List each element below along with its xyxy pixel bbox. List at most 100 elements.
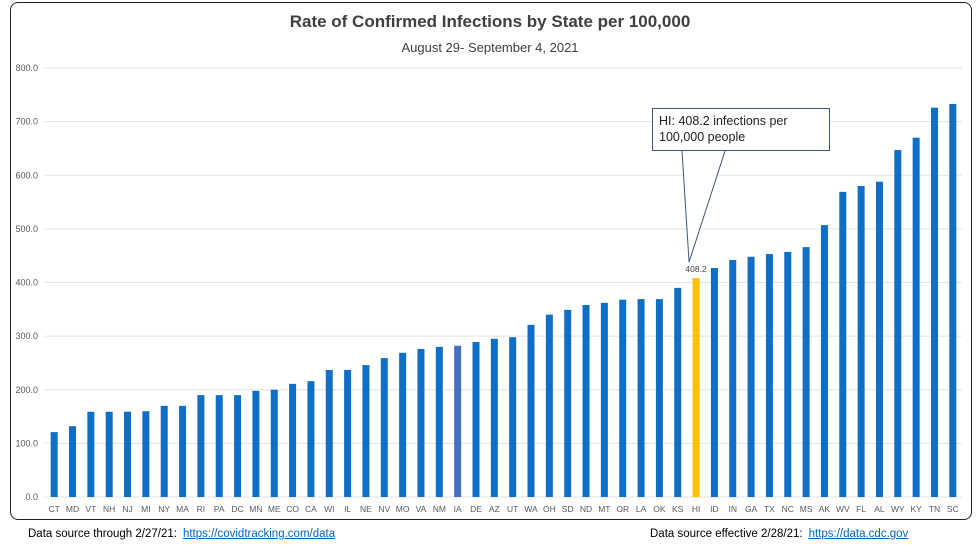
- bar-WY: [894, 150, 902, 497]
- bar-NC: [784, 251, 792, 497]
- bar-TN: [930, 107, 938, 498]
- bar-VT: [87, 411, 95, 497]
- bar-OK: [655, 299, 663, 497]
- x-tick-label: NJ: [122, 504, 132, 514]
- x-tick-label: IN: [729, 504, 738, 514]
- x-tick-label: WI: [324, 504, 334, 514]
- y-tick-label: 100.0: [15, 438, 38, 448]
- x-tick-label: SC: [947, 504, 959, 514]
- bar-MS: [802, 247, 810, 497]
- x-tick-label: WY: [891, 504, 905, 514]
- x-tick-label: NY: [158, 504, 170, 514]
- y-tick-label: 400.0: [15, 278, 38, 288]
- x-tick-label: MA: [176, 504, 189, 514]
- bar-LA: [637, 299, 645, 497]
- source-left: Data source through 2/27/21: https://covi…: [28, 528, 335, 540]
- bar-MO: [399, 352, 407, 497]
- bar-CA: [307, 381, 315, 497]
- chart-title: Rate of Confirmed Infections by State pe…: [289, 12, 691, 31]
- x-tick-label: CT: [48, 504, 59, 514]
- bar-IL: [344, 369, 352, 497]
- callout-pointer: [681, 150, 726, 263]
- bar-HI: [692, 278, 700, 497]
- x-tick-label: GA: [745, 504, 758, 514]
- x-tick-label: SD: [562, 504, 574, 514]
- data-label: 408.2: [685, 264, 707, 274]
- x-tick-label: OH: [543, 504, 556, 514]
- x-tick-label: MI: [141, 504, 150, 514]
- bar-IA: [454, 345, 462, 497]
- x-tick-label: ND: [580, 504, 592, 514]
- source-right-link[interactable]: https://data.cdc.gov: [808, 528, 909, 540]
- bar-WA: [527, 324, 535, 497]
- x-tick-label: KS: [672, 504, 684, 514]
- bar-AL: [875, 181, 883, 497]
- bar-NJ: [124, 411, 132, 497]
- x-tick-label: LA: [636, 504, 647, 514]
- x-tick-label: NH: [103, 504, 115, 514]
- y-tick-label: 800.0: [15, 63, 38, 73]
- bar-WV: [839, 191, 847, 497]
- x-tick-label: WA: [524, 504, 538, 514]
- x-tick-label: AZ: [489, 504, 500, 514]
- x-tick-label: UT: [507, 504, 518, 514]
- x-tick-label: WV: [836, 504, 850, 514]
- x-tick-label: DE: [470, 504, 482, 514]
- x-tick-label: VA: [416, 504, 427, 514]
- bar-CO: [289, 383, 297, 497]
- x-tick-label: OR: [616, 504, 629, 514]
- bar-MD: [69, 426, 77, 497]
- bar-IN: [729, 259, 737, 497]
- x-tick-label: MS: [800, 504, 813, 514]
- x-tick-label: NV: [378, 504, 390, 514]
- bar-OR: [619, 299, 627, 497]
- x-tick-label: NE: [360, 504, 372, 514]
- source-right-label: Data source effective 2/28/21:: [650, 528, 803, 540]
- x-tick-label: NM: [433, 504, 446, 514]
- x-tick-label: MT: [598, 504, 610, 514]
- bar-TX: [765, 254, 773, 497]
- bar-DC: [234, 395, 242, 497]
- bar-chart: 0.0 100.0 200.0 300.0 400.0 500.0 600.0 700.0 80…: [15, 63, 962, 514]
- bar-NE: [362, 365, 370, 497]
- y-tick-label: 500.0: [15, 224, 38, 234]
- bar-ME: [270, 389, 278, 497]
- x-tick-label: ME: [268, 504, 281, 514]
- y-tick-label: 200.0: [15, 385, 38, 395]
- bar-ID: [710, 268, 718, 497]
- bar-VA: [417, 348, 425, 497]
- bar-MN: [252, 390, 260, 497]
- source-left-link[interactable]: https://covidtracking.com/data: [182, 528, 336, 540]
- bar-MA: [179, 405, 187, 497]
- x-tick-label: IL: [344, 504, 351, 514]
- bar-SD: [564, 309, 572, 497]
- x-tick-label: HI: [692, 504, 701, 514]
- source-left-label: Data source through 2/27/21:: [28, 528, 177, 540]
- bar-ND: [582, 305, 590, 497]
- x-tick-label: VT: [85, 504, 96, 514]
- x-tick-label: TN: [929, 504, 940, 514]
- x-tick-label: TX: [764, 504, 775, 514]
- bar-AZ: [490, 338, 498, 497]
- bar-UT: [509, 337, 517, 497]
- bar-RI: [197, 395, 205, 497]
- y-tick-label: 300.0: [15, 331, 38, 341]
- x-tick-label: KY: [910, 504, 922, 514]
- y-tick-label: 600.0: [15, 170, 38, 180]
- bar-OH: [545, 314, 553, 497]
- x-tick-label: CA: [305, 504, 317, 514]
- x-tick-label: DC: [231, 504, 243, 514]
- chart-subtitle: August 29- September 4, 2021: [401, 40, 579, 55]
- bar-GA: [747, 256, 755, 497]
- x-tick-label: IA: [454, 504, 462, 514]
- bar-NY: [160, 405, 168, 497]
- bar-AK: [820, 225, 828, 497]
- x-tick-label: PA: [214, 504, 225, 514]
- x-tick-label: CO: [286, 504, 299, 514]
- source-right: Data source effective 2/28/21: https://da…: [650, 528, 908, 540]
- bar-NH: [105, 411, 113, 497]
- x-tick-label: MO: [396, 504, 410, 514]
- y-tick-label: 700.0: [15, 117, 38, 127]
- x-tick-label: MD: [66, 504, 79, 514]
- bar-MI: [142, 411, 150, 497]
